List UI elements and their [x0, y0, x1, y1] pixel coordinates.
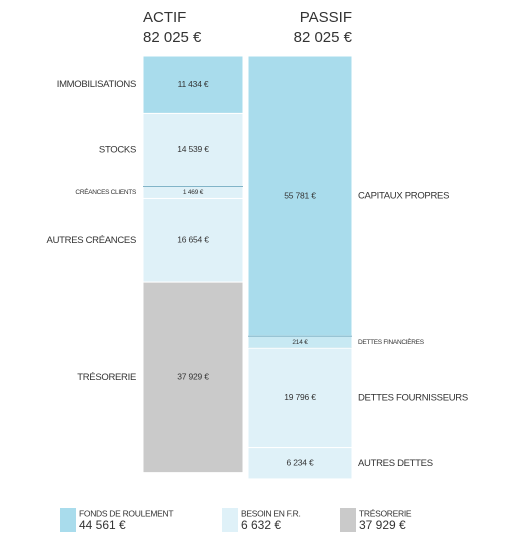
- segment: [142, 281, 244, 474]
- legend-swatch: [340, 508, 356, 532]
- segment: [142, 55, 244, 114]
- segment: [142, 197, 244, 283]
- segment-label: STOCKS: [99, 144, 136, 155]
- segment-label: DETTES FINANCIÈRES: [358, 337, 425, 346]
- column-total: 82 025 €: [294, 29, 353, 46]
- segment-label: CRÉANCES CLIENTS: [75, 187, 137, 196]
- legend-value: 37 929 €: [359, 518, 406, 532]
- segment-value: 16 654 €: [177, 235, 209, 245]
- legend-value: 44 561 €: [79, 518, 126, 532]
- legend-label: FONDS DE ROULEMENT: [79, 508, 173, 518]
- segment-value: 11 434 €: [178, 79, 209, 89]
- segment-label: CAPITAUX PROPRES: [358, 191, 449, 202]
- column-total: 82 025 €: [143, 29, 202, 46]
- legend-swatch: [60, 508, 76, 532]
- segment-value: 6 234 €: [287, 458, 314, 468]
- segment-label: IMMOBILISATIONS: [57, 79, 136, 90]
- segment: [247, 447, 353, 480]
- segment-label: TRÉSORERIE: [77, 372, 136, 383]
- segment-value: 1 469 €: [183, 189, 204, 196]
- segment: [247, 347, 353, 449]
- segment-value: 14 539 €: [177, 144, 209, 154]
- legend-swatch: [222, 508, 238, 532]
- segment-value: 55 781 €: [284, 190, 316, 200]
- column-title: PASSIF: [300, 9, 352, 26]
- segment: [247, 55, 353, 337]
- segment-label: AUTRES DETTES: [358, 458, 433, 469]
- segment-value: 19 796 €: [284, 392, 316, 402]
- legend-label: TRÉSORERIE: [359, 508, 412, 518]
- legend-value: 6 632 €: [241, 518, 281, 532]
- segment-label: AUTRES CRÉANCES: [47, 235, 136, 246]
- segment-value: 37 929 €: [177, 372, 209, 382]
- column-title: ACTIF: [143, 9, 186, 26]
- segment-label: DETTES FOURNISSEURS: [358, 392, 468, 403]
- segment-value: 214 €: [292, 339, 308, 346]
- segment: [142, 112, 244, 187]
- legend-label: BESOIN EN F.R.: [241, 508, 301, 518]
